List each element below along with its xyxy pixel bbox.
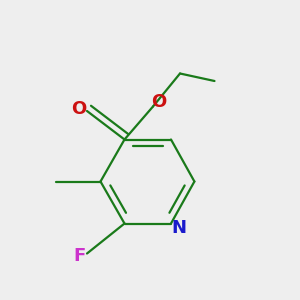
Text: N: N [171, 219, 186, 237]
Text: O: O [71, 100, 86, 118]
Text: F: F [74, 247, 86, 265]
Text: O: O [152, 93, 166, 111]
